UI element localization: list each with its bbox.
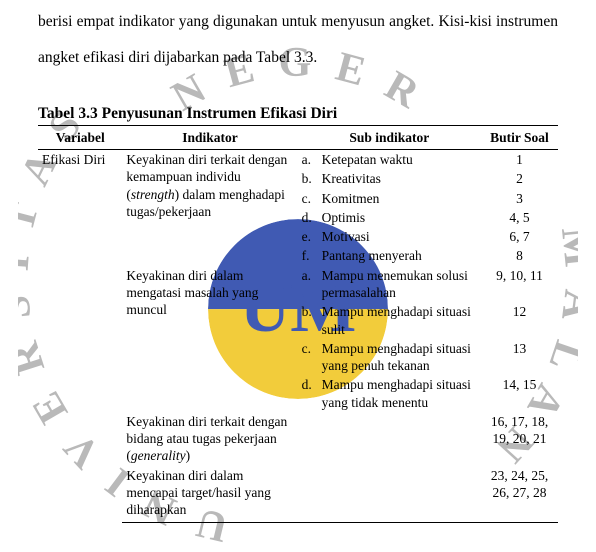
cell-indikator: Keyakinan diri terkait dengan kemampuan … [122, 150, 297, 266]
th-variabel: Variabel [38, 125, 122, 149]
th-indikator: Indikator [122, 125, 297, 149]
cell-sub: Kreativitas [298, 169, 481, 188]
cell-sub: Mampu menghadapi situasi sulit [298, 302, 481, 339]
cell-sub: Mampu menghadapi situasi yang tidak mene… [298, 375, 481, 412]
page-content: berisi empat indikator yang digunakan un… [0, 0, 596, 523]
cell-butir: 6, 7 [481, 227, 558, 246]
table-header-row: Variabel Indikator Sub indikator Butir S… [38, 125, 558, 149]
cell-sub: Optimis [298, 208, 481, 227]
table-caption: Tabel 3.3 Penyusunan Instrumen Efikasi D… [38, 105, 558, 123]
intro-paragraph: berisi empat indikator yang digunakan un… [38, 4, 558, 77]
cell-butir: 12 [481, 302, 558, 339]
cell-sub: Ketepatan waktu [298, 150, 481, 170]
th-sub: Sub indikator [298, 125, 481, 149]
cell-butir: 16, 17, 18, 19, 20, 21 [481, 412, 558, 466]
cell-sub [298, 466, 481, 523]
cell-indikator: Keyakinan diri terkait dengan bidang ata… [122, 412, 297, 466]
cell-butir: 3 [481, 189, 558, 208]
cell-sub: Komitmen [298, 189, 481, 208]
cell-butir: 23, 24, 25, 26, 27, 28 [481, 466, 558, 523]
cell-indikator: Keyakinan diri dalam mengatasi masalah y… [122, 266, 297, 412]
th-butir: Butir Soal [481, 125, 558, 149]
cell-variabel: Efikasi Diri [38, 150, 122, 523]
cell-butir: 1 [481, 150, 558, 170]
cell-butir: 9, 10, 11 [481, 266, 558, 303]
cell-butir: 2 [481, 169, 558, 188]
cell-butir: 4, 5 [481, 208, 558, 227]
cell-sub: Mampu menghadapi situasi yang penuh teka… [298, 339, 481, 376]
cell-butir: 8 [481, 246, 558, 265]
cell-indikator: Keyakinan diri dalam mencapai target/has… [122, 466, 297, 523]
cell-butir: 13 [481, 339, 558, 376]
cell-sub: Mampu menemukan solusi permasalahan [298, 266, 481, 303]
cell-butir: 14, 15 [481, 375, 558, 412]
cell-sub [298, 412, 481, 466]
instrument-table: Variabel Indikator Sub indikator Butir S… [38, 125, 558, 524]
cell-sub: Pantang menyerah [298, 246, 481, 265]
cell-sub: Motivasi [298, 227, 481, 246]
table-body: Efikasi DiriKeyakinan diri terkait denga… [38, 150, 558, 523]
table-row: Efikasi DiriKeyakinan diri terkait denga… [38, 150, 558, 170]
